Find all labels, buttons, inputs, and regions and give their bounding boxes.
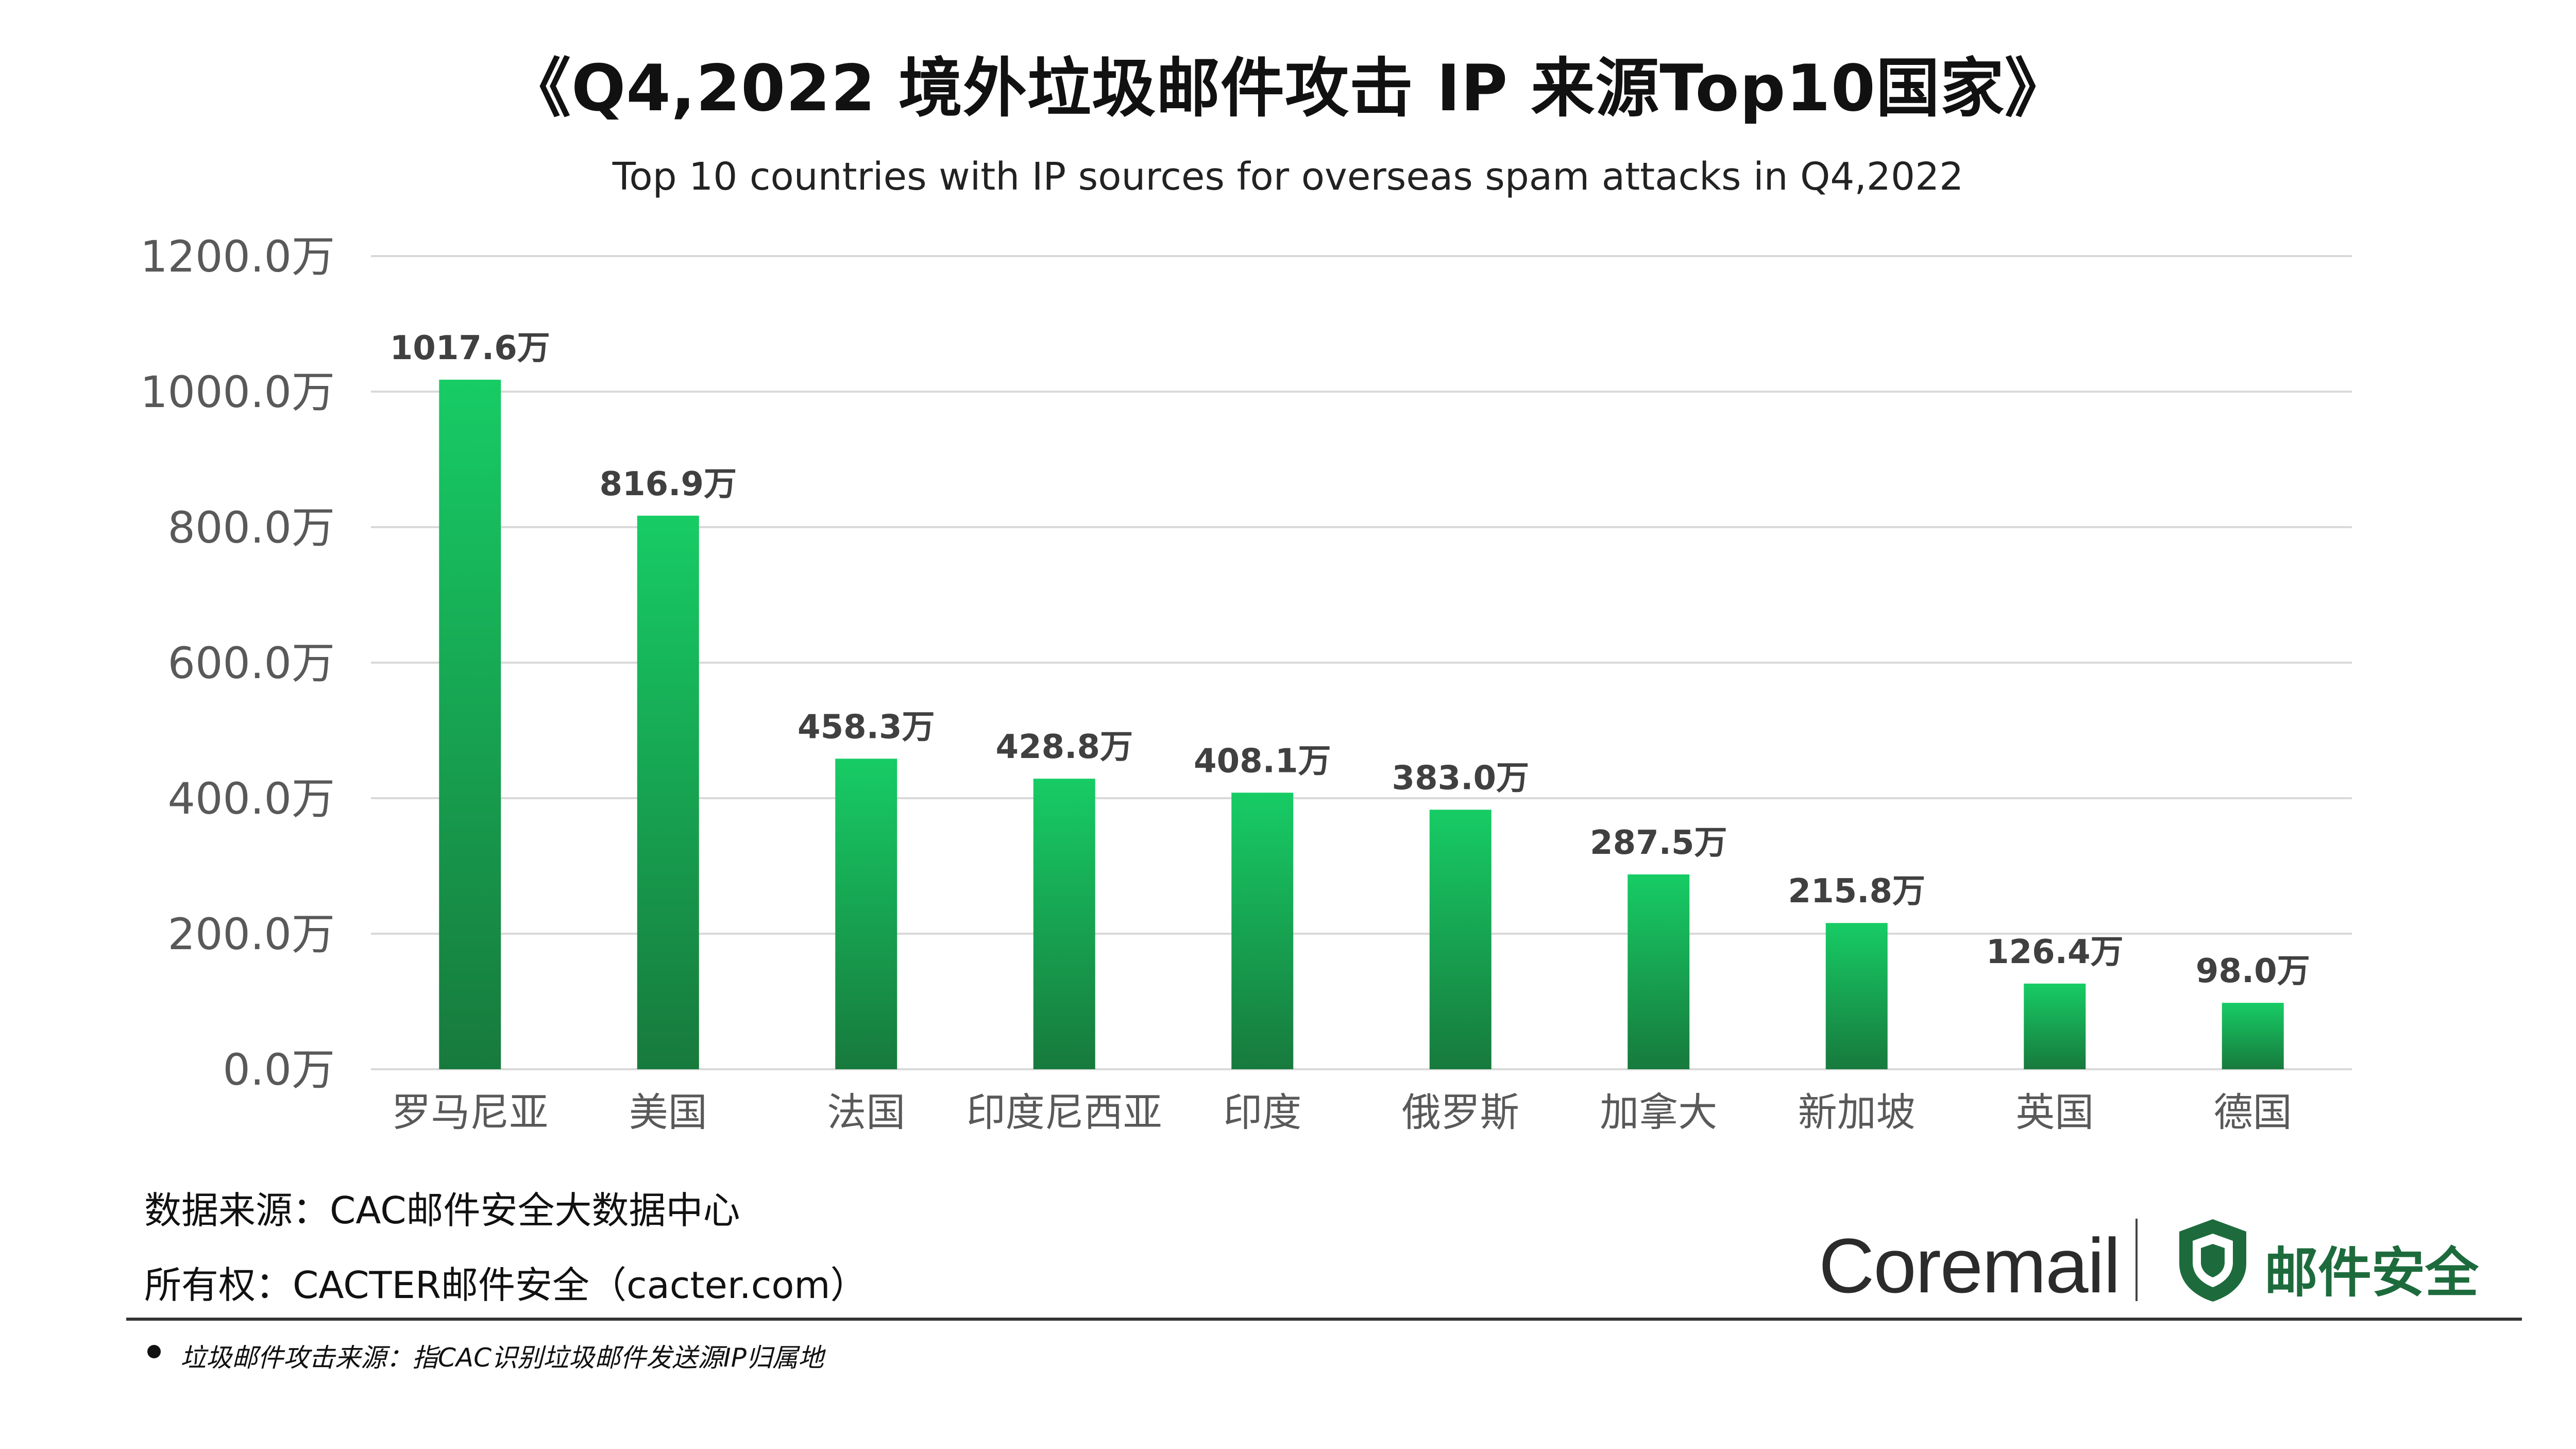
x-tick-label: 美国 <box>629 1089 707 1135</box>
x-tick-label: 印度尼西亚 <box>967 1089 1162 1135</box>
y-tick-label: 200.0万 <box>168 909 335 959</box>
bar <box>2222 1003 2284 1069</box>
x-tick-label: 加拿大 <box>1600 1089 1717 1135</box>
data-label: 458.3万 <box>798 708 935 746</box>
bars: 1017.6万 816.9万 458.3万 428.8万 408.1万 383.0万 287… <box>390 329 2310 1070</box>
gridlines <box>371 255 2352 1070</box>
chart-subtitle: Top 10 countries with IP sources for ove… <box>612 155 1964 199</box>
logo-divider <box>2136 1219 2138 1301</box>
footer-rule <box>126 1318 2522 1321</box>
x-axis: 罗马尼亚 美国 法国 印度尼西亚 印度 俄罗斯 加拿大 新加坡 英国 德国 <box>392 1089 2292 1135</box>
footnote: 垃圾邮件攻击来源：指CAC识别垃圾邮件发送源IP归属地 <box>180 1343 824 1373</box>
x-tick-label: 印度 <box>1223 1089 1301 1135</box>
data-source-label: 数据来源：CAC邮件安全大数据中心 <box>144 1189 740 1232</box>
bar <box>1429 810 1492 1069</box>
y-tick-label: 1200.0万 <box>140 231 335 282</box>
x-tick-label: 德国 <box>2214 1089 2292 1135</box>
bar <box>835 759 897 1069</box>
y-axis: 0.0万 200.0万 400.0万 600.0万 800.0万 1000.0万 1200.… <box>140 231 335 1095</box>
data-label: 428.8万 <box>996 728 1133 766</box>
bar <box>1825 923 1888 1069</box>
y-tick-label: 400.0万 <box>168 773 335 824</box>
y-tick-label: 600.0万 <box>168 638 335 688</box>
data-label: 816.9万 <box>600 465 737 503</box>
brand-chinese-text: 邮件安全 <box>2264 1241 2479 1304</box>
x-tick-label: 俄罗斯 <box>1402 1089 1519 1135</box>
bar <box>637 515 699 1069</box>
ownership-label: 所有权：CACTER邮件安全（cacter.com） <box>144 1263 868 1307</box>
data-label: 1017.6万 <box>390 329 550 367</box>
data-label: 98.0万 <box>2196 952 2310 990</box>
data-label: 126.4万 <box>1986 933 2123 971</box>
x-tick-label: 法国 <box>827 1089 905 1135</box>
x-tick-label: 英国 <box>2015 1089 2094 1135</box>
data-label: 408.1万 <box>1194 742 1331 780</box>
data-label: 215.8万 <box>1788 872 1925 911</box>
shield-icon <box>2179 1219 2246 1302</box>
data-label: 383.0万 <box>1392 759 1529 797</box>
bar <box>439 379 501 1070</box>
y-tick-label: 800.0万 <box>168 502 335 553</box>
bar <box>2024 983 2086 1069</box>
bullet-icon <box>147 1345 161 1358</box>
x-tick-label: 新加坡 <box>1798 1089 1916 1135</box>
y-tick-label: 0.0万 <box>223 1044 335 1095</box>
chart-title: 《Q4,2022 境外垃圾邮件攻击 IP 来源Top10国家》 <box>506 52 2070 126</box>
y-tick-label: 1000.0万 <box>140 367 335 417</box>
data-label: 287.5万 <box>1590 824 1727 862</box>
bar <box>1628 874 1690 1069</box>
x-tick-label: 罗马尼亚 <box>392 1089 548 1135</box>
bar <box>1033 779 1095 1069</box>
bar-chart: 0.0万 200.0万 400.0万 600.0万 800.0万 1000.0万 1200.… <box>140 231 2352 1135</box>
coremail-logo: Coremail <box>1819 1222 2121 1309</box>
bar <box>1231 793 1294 1069</box>
